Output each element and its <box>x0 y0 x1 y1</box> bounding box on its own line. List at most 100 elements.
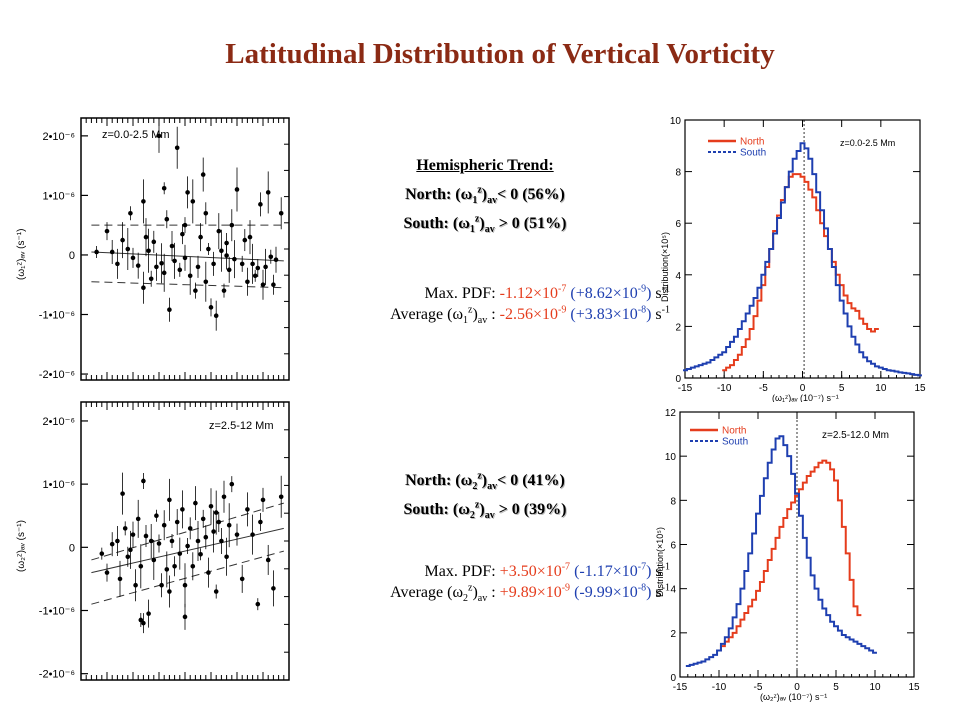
data-point <box>203 279 209 285</box>
data-point <box>234 532 240 537</box>
data-point <box>219 248 224 254</box>
average-2: Average (ω2z)av : +9.89×10-9 (-9.99×10-8… <box>390 582 670 605</box>
data-point <box>182 582 188 588</box>
data-point <box>174 519 180 525</box>
data-point <box>169 538 175 544</box>
stats-block-top: Max. PDF: -1.12×10-7 (+8.62×10-9) s-1 Av… <box>310 283 670 326</box>
axis-ticks: -15 -10 -5 0 5 10 15 0 2 4 6 8 10 <box>670 116 926 394</box>
y-axis-label: (ω₁ᶻ)ₐᵥ (s⁻¹) <box>16 229 27 280</box>
data-point <box>234 187 240 192</box>
data-point <box>208 305 214 310</box>
data-point <box>250 532 255 537</box>
data-point <box>245 507 250 512</box>
data-point <box>255 601 261 607</box>
data-point <box>146 248 151 254</box>
data-point <box>260 497 266 503</box>
plot-annotation: z=0.0-2.5 Mm <box>840 138 895 148</box>
data-point <box>128 547 133 553</box>
data-point <box>115 538 120 544</box>
data-point <box>130 532 136 537</box>
trend-block-bottom: North: (ω2z)av< 0 (41%) South: (ω2z)av >… <box>300 470 670 521</box>
y-tick-label: -2•10⁻⁶ <box>39 669 75 681</box>
y-tick-label: 0 <box>675 374 681 385</box>
data-point <box>203 210 209 216</box>
y-tick-label: 2•10⁻⁶ <box>42 131 75 143</box>
data-point <box>104 570 110 575</box>
data-point <box>167 497 172 503</box>
data-point <box>187 526 193 531</box>
max-pdf-1: Max. PDF: -1.12×10-7 (+8.62×10-9) s-1 <box>424 283 670 302</box>
data-point <box>164 567 170 572</box>
plot-annotation: z=2.5-12 Mm <box>209 420 274 432</box>
y-tick-label: 12 <box>665 408 677 419</box>
data-point <box>265 190 271 195</box>
data-point <box>125 554 131 560</box>
hemispheric-trend-heading: Hemispheric Trend: <box>416 157 554 174</box>
fit-lines <box>91 224 284 289</box>
x-axis-label: (ω₂ᶻ)ₐᵥ (10⁻⁷) s⁻¹ <box>760 692 827 702</box>
data-point <box>104 228 110 234</box>
x-tick-label: -15 <box>678 383 693 394</box>
y-tick-label: 1•10⁻⁶ <box>42 479 75 491</box>
x-tick-label: 0 <box>800 383 806 394</box>
data-point <box>193 288 198 293</box>
data-point <box>213 313 219 318</box>
data-point <box>182 222 188 228</box>
data-point <box>182 614 188 620</box>
data-point <box>135 516 141 522</box>
data-point <box>226 267 232 273</box>
data-point <box>185 543 190 549</box>
data-point <box>242 237 248 243</box>
data-point <box>180 231 185 237</box>
y-tick-label: 6 <box>675 219 681 230</box>
data-point <box>151 239 157 245</box>
data-point <box>138 617 144 623</box>
data-point <box>206 246 211 252</box>
y-tick-label: 0 <box>69 250 75 262</box>
data-point <box>172 258 177 264</box>
y-tick-label: -2•10⁻⁶ <box>39 369 75 381</box>
x-tick-label: -5 <box>754 682 763 693</box>
data-point <box>141 285 146 291</box>
y-tick-label: 4 <box>670 585 676 596</box>
data-point <box>180 507 185 512</box>
y-axis-label: (ω₂ᶻ)ₐᵥ (s⁻¹) <box>16 520 27 572</box>
data-point <box>177 551 183 556</box>
data-point <box>169 243 175 249</box>
x-tick-label: 0 <box>794 682 800 693</box>
series-lines <box>685 435 877 667</box>
data-point <box>200 516 206 522</box>
data-point <box>271 586 276 591</box>
data-point <box>245 279 250 285</box>
data-point <box>141 199 146 204</box>
data-point <box>167 589 172 594</box>
x-tick-label: 10 <box>875 383 887 394</box>
data-point <box>211 261 216 267</box>
data-point <box>195 538 201 544</box>
data-point <box>159 260 164 266</box>
data-point <box>99 551 105 556</box>
series-north-line <box>722 173 879 372</box>
data-point <box>141 620 146 626</box>
x-tick-label: 15 <box>908 682 920 693</box>
confidence-band-upper <box>91 502 284 561</box>
fit-line <box>91 251 284 262</box>
data-point <box>148 276 154 282</box>
y-tick-labels: 2•10⁻⁶ 1•10⁻⁶ 0 -1•10⁻⁶ -2•10⁻⁶ <box>39 131 88 381</box>
data-point <box>250 261 255 267</box>
data-point <box>229 222 235 228</box>
x-tick-label: -10 <box>717 383 732 394</box>
data-point <box>224 554 229 560</box>
data-point <box>263 264 268 270</box>
y-tick-label: 10 <box>665 452 677 463</box>
data-point <box>122 526 128 531</box>
confidence-band-lower <box>91 281 284 289</box>
data-point <box>133 582 138 588</box>
legend-label-south: South <box>740 148 766 159</box>
max-pdf-2: Max. PDF: +3.50×10-7 (-1.17×10-7) s-1 <box>424 561 670 580</box>
data-point <box>255 265 261 271</box>
y-tick-label: -1•10⁻⁶ <box>39 310 75 322</box>
data-point <box>200 172 206 177</box>
data-point <box>252 273 258 279</box>
